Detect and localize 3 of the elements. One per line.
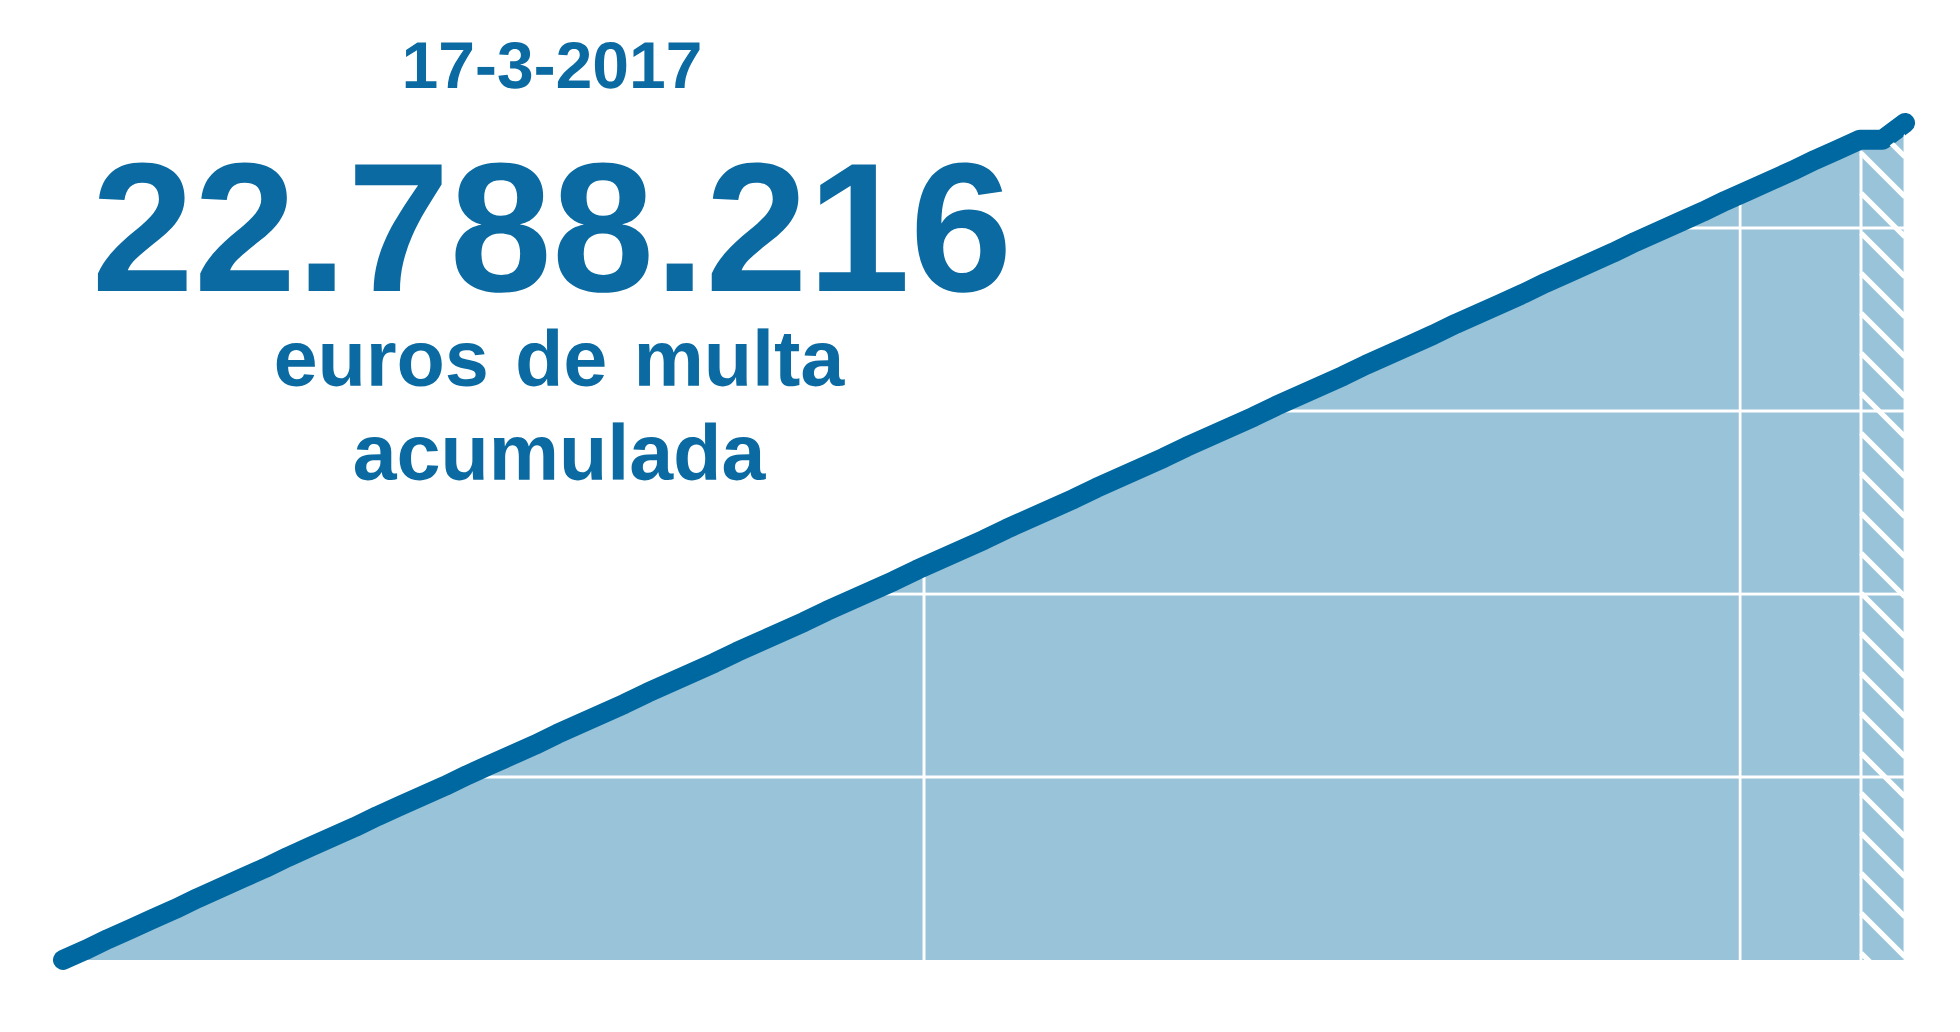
chart-subtitle: 22.788.216 [97,162,1006,293]
annotation: euros de multa acumulada [276,328,845,481]
chart-title: 17-3-2017 [405,41,700,89]
